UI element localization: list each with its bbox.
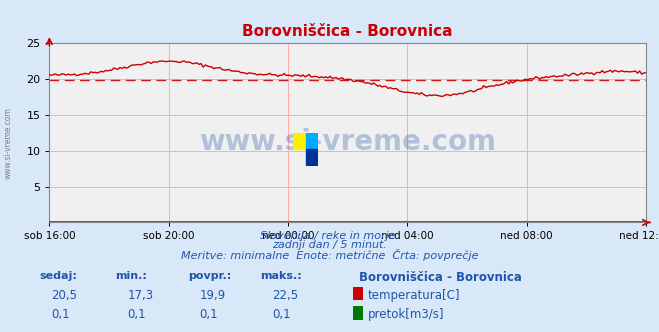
Bar (293, 133, 306, 149)
Text: pretok[m3/s]: pretok[m3/s] (368, 308, 444, 321)
Text: maks.:: maks.: (260, 271, 302, 281)
Text: www.si-vreme.com: www.si-vreme.com (4, 107, 13, 179)
Text: Borovniščica - Borovnica: Borovniščica - Borovnica (359, 271, 522, 284)
Bar (306, 133, 318, 149)
Text: Meritve: minimalne  Enote: metrične  Črta: povprečje: Meritve: minimalne Enote: metrične Črta:… (181, 249, 478, 261)
Text: 0,1: 0,1 (51, 308, 70, 321)
Text: Slovenija / reke in morje.: Slovenija / reke in morje. (260, 231, 399, 241)
Text: zadnji dan / 5 minut.: zadnji dan / 5 minut. (272, 240, 387, 250)
Text: www.si-vreme.com: www.si-vreme.com (199, 128, 496, 156)
Text: 20,5: 20,5 (51, 289, 77, 302)
Text: 22,5: 22,5 (272, 289, 299, 302)
Text: 0,1: 0,1 (272, 308, 291, 321)
Text: povpr.:: povpr.: (188, 271, 231, 281)
Text: 0,1: 0,1 (127, 308, 146, 321)
Text: sedaj:: sedaj: (40, 271, 77, 281)
Text: min.:: min.: (115, 271, 147, 281)
Text: 17,3: 17,3 (127, 289, 154, 302)
Bar (306, 149, 318, 166)
Title: Borovniščica - Borovnica: Borovniščica - Borovnica (243, 24, 453, 39)
Text: 19,9: 19,9 (200, 289, 226, 302)
Text: temperatura[C]: temperatura[C] (368, 289, 460, 302)
Text: 0,1: 0,1 (200, 308, 218, 321)
